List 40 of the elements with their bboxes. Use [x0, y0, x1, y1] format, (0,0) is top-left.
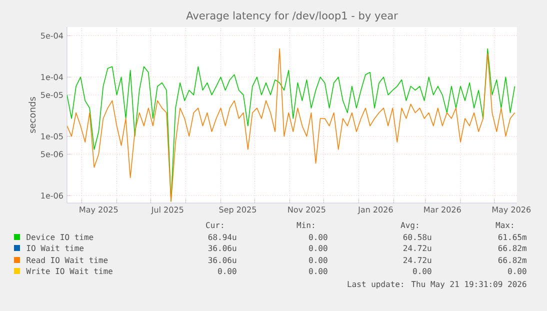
text: 24.72u [404, 257, 432, 264]
chart-title: Average latency for /dev/loop1 - by year [186, 11, 398, 22]
text: 0.00 [413, 268, 432, 274]
legend-label: Read IO Wait time [26, 256, 108, 264]
text: 36.06u [208, 245, 236, 252]
text: 0.00 [309, 234, 328, 240]
text: 68.94u [208, 234, 236, 240]
text: 0.00 [309, 257, 328, 264]
y-tick-label: 5e-04 [41, 32, 64, 39]
text: 60.58u [403, 234, 432, 240]
legend-label: Write IO Wait time [26, 268, 112, 274]
text: Min: [296, 222, 314, 228]
text: Last update: Thu May 21 19:31:09 2026 [348, 280, 526, 289]
legend-label: IO Wait time [26, 244, 84, 252]
y-tick-label: 1e-04 [41, 74, 64, 80]
x-tick-label: Jan 2026 [358, 206, 393, 214]
x-tick-label: Mar 2026 [424, 206, 461, 213]
text: 61.65m [498, 234, 526, 240]
y-tick-label: 5e-06 [41, 151, 63, 158]
x-tick-label: May 2025 [80, 206, 118, 214]
text: 66.82m [498, 245, 526, 252]
y-tick-label: 1e-06 [41, 192, 63, 199]
text: Avg: [400, 222, 418, 230]
text: 0.00 [218, 268, 236, 274]
text: 0.00 [309, 245, 328, 252]
text: 0.00 [508, 268, 526, 274]
text: 24.72u [404, 245, 432, 252]
x-tick-label: Nov 2025 [288, 206, 326, 213]
text: Max: [496, 222, 513, 228]
text: Cur: [206, 222, 223, 228]
y-tick-label: 5e-05 [41, 92, 63, 98]
x-tick-label: May 2026 [492, 206, 531, 214]
y-tick-label: 1e-05 [41, 133, 63, 140]
text: 0.00 [309, 268, 328, 274]
text: 36.06u [208, 257, 236, 264]
y-axis-title: seconds [28, 97, 36, 133]
x-tick-label: Jul 2025 [150, 206, 184, 214]
x-tick-label: Sep 2025 [219, 206, 256, 214]
legend-label: Device IO time [26, 234, 94, 240]
text: 66.82m [498, 257, 526, 264]
